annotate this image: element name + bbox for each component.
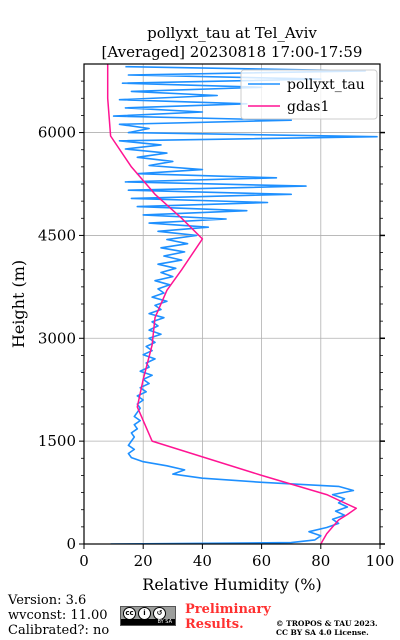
y-tick-label: 4500	[38, 226, 76, 244]
calibrated-text: Calibrated?: no	[8, 623, 110, 638]
series-group	[106, 64, 378, 544]
x-tick-label: 80	[311, 552, 330, 570]
series-line-gdas1	[106, 64, 358, 544]
axis-ticks: 0 20 40 60 80 100 0 1500 3000 4500 6000	[38, 80, 395, 570]
copyright-text: © TROPOS & TAU 2023. CC BY SA 4.0 Licens…	[276, 619, 378, 637]
x-axis-label: Relative Humidity (%)	[142, 575, 321, 594]
by-icon: i	[138, 607, 151, 620]
plot-frame	[83, 63, 381, 545]
y-tick-label: 1500	[38, 432, 76, 450]
license-badge-text: BY SA	[121, 619, 175, 625]
x-tick-label: 20	[134, 552, 153, 570]
y-tick-label: 0	[66, 535, 76, 553]
x-tick-label: 60	[252, 552, 271, 570]
chart-title: pollyxt_tau at Tel_Aviv	[147, 24, 317, 42]
legend: pollyxt_tau gdas1	[240, 69, 378, 120]
y-tick-label: 3000	[38, 329, 76, 347]
y-axis-label: Height (m)	[9, 260, 28, 348]
cc-license-badge: cc i ↺ BY SA	[120, 606, 176, 626]
y-tick-label: 6000	[38, 124, 76, 142]
preliminary-notice: Preliminary Results.	[185, 602, 271, 632]
x-tick-label: 0	[79, 552, 89, 570]
x-tick-label: 100	[366, 552, 395, 570]
chart-subtitle: [Averaged] 20230818 17:00-17:59	[102, 43, 363, 61]
legend-label-pollyxt-tau: pollyxt_tau	[287, 77, 365, 93]
series-line-pollyxt-tau	[110, 65, 378, 544]
wvconst-text: wvconst: 11.00	[8, 608, 108, 623]
legend-label-gdas1: gdas1	[287, 99, 329, 115]
x-tick-label: 40	[193, 552, 212, 570]
version-text: Version: 3.6	[8, 593, 87, 608]
